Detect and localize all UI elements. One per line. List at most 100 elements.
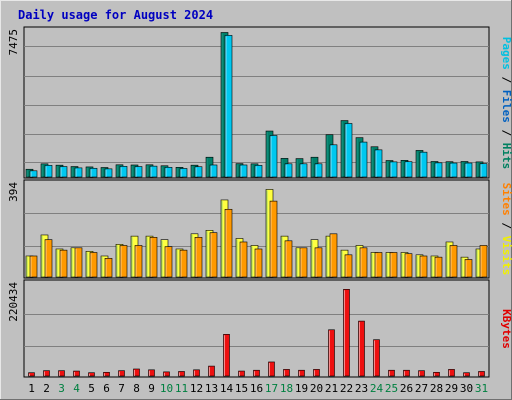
bar-files — [404, 161, 413, 178]
day-label: 12 — [190, 382, 203, 395]
bar-kbytes — [253, 369, 260, 377]
bar-kbytes — [163, 371, 170, 377]
y-max-label: 7475 — [7, 29, 20, 56]
bar-files — [284, 163, 293, 178]
day-label: 2 — [43, 382, 50, 395]
bar-files — [419, 151, 428, 178]
y-max-label: 220434 — [7, 282, 20, 322]
day-label: 14 — [220, 382, 234, 395]
bar-sites — [254, 248, 263, 278]
plot-area — [23, 26, 490, 179]
day-label: 3 — [58, 382, 65, 395]
bar-sites — [359, 247, 368, 278]
bar-kbytes — [103, 371, 110, 377]
bar-files — [299, 163, 308, 178]
bar-kbytes — [463, 372, 470, 377]
bar-sites — [479, 245, 488, 278]
bar-files — [179, 168, 188, 178]
day-label: 21 — [325, 382, 338, 395]
bar-sites — [404, 253, 413, 278]
legend: Sites / Visits — [500, 183, 512, 276]
day-label: 9 — [148, 382, 155, 395]
bar-sites — [59, 249, 68, 278]
day-label: 26 — [400, 382, 413, 395]
bar-files — [239, 164, 248, 178]
legend-separator: / — [500, 123, 512, 143]
bar-sites — [419, 255, 428, 278]
bar-sites — [269, 200, 278, 278]
bar-files — [224, 35, 233, 178]
bar-files — [464, 162, 473, 178]
bar-sites — [224, 208, 233, 278]
day-label: 11 — [175, 382, 188, 395]
chart-title: Daily usage for August 2024 — [18, 8, 213, 22]
legend: Pages / Files / Hits — [500, 37, 512, 170]
bar-files — [449, 162, 458, 178]
bar-sites — [179, 249, 188, 278]
bar-kbytes — [418, 370, 425, 377]
day-label: 27 — [415, 382, 428, 395]
legend-item-visits: Visits — [500, 236, 512, 276]
legend-separator: / — [500, 70, 512, 90]
legend-item-kbytes: KBytes — [500, 309, 512, 349]
bar-sites — [164, 246, 173, 278]
bar-files — [269, 135, 278, 178]
bar-files — [29, 170, 38, 178]
day-label: 8 — [133, 382, 140, 395]
bar-files — [119, 166, 128, 178]
day-label: 13 — [205, 382, 218, 395]
bar-sites — [449, 245, 458, 278]
bar-kbytes — [433, 371, 440, 377]
bar-kbytes — [448, 369, 455, 377]
day-label: 19 — [295, 382, 308, 395]
bar-sites — [464, 259, 473, 278]
bar-kbytes — [268, 361, 275, 377]
bar-kbytes — [208, 365, 215, 377]
day-label: 25 — [385, 382, 398, 395]
legend-separator: / — [500, 216, 512, 236]
bar-kbytes — [118, 370, 125, 377]
legend-item-pages: Pages — [500, 37, 512, 70]
bar-kbytes — [478, 371, 485, 377]
bar-kbytes — [73, 370, 80, 377]
bar-sites — [29, 255, 38, 278]
bar-kbytes — [43, 370, 50, 377]
bar-files — [434, 162, 443, 178]
bar-kbytes — [328, 329, 335, 377]
bar-sites — [74, 247, 83, 278]
bar-files — [59, 166, 68, 178]
bar-kbytes — [238, 370, 245, 377]
bar-kbytes — [298, 369, 305, 377]
hits-files-panel: 7475 Pages / Files / Hits — [7, 26, 512, 179]
bar-files — [389, 161, 398, 178]
day-label: 30 — [460, 382, 473, 395]
bar-kbytes — [343, 289, 350, 377]
bar-files — [164, 167, 173, 178]
bar-sites — [209, 232, 218, 278]
day-label: 24 — [370, 382, 384, 395]
bar-sites — [239, 241, 248, 278]
bar-kbytes — [133, 368, 140, 377]
bar-files — [314, 163, 323, 178]
bar-sites — [119, 245, 128, 278]
day-label: 10 — [160, 382, 173, 395]
bar-kbytes — [313, 369, 320, 377]
kbytes-panel: 220434 KBytes — [7, 279, 512, 378]
day-label: 7 — [118, 382, 125, 395]
day-label: 17 — [265, 382, 278, 395]
bar-sites — [344, 254, 353, 278]
bar-files — [74, 167, 83, 178]
bar-sites — [44, 239, 53, 278]
legend-item-hits: Hits — [500, 143, 512, 170]
bar-kbytes — [178, 371, 185, 377]
bar-files — [134, 166, 143, 178]
bar-kbytes — [388, 369, 395, 377]
bar-kbytes — [283, 369, 290, 377]
day-label: 4 — [73, 382, 80, 395]
bar-files — [479, 163, 488, 178]
y-max-label: 394 — [7, 182, 20, 202]
bar-files — [194, 166, 203, 178]
bar-kbytes — [223, 334, 230, 377]
bar-sites — [374, 252, 383, 278]
